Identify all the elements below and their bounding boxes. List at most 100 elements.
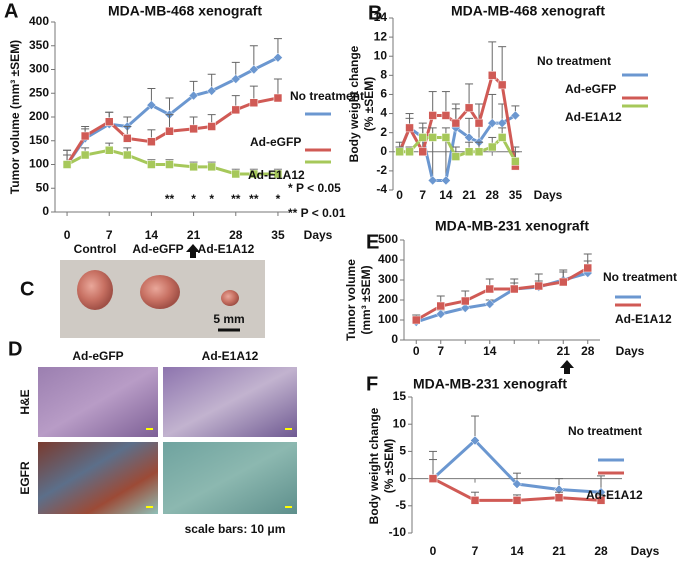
point <box>512 496 522 505</box>
significance-mark: * <box>209 192 214 206</box>
point <box>273 169 283 179</box>
point <box>511 157 520 166</box>
point <box>497 133 507 142</box>
significance-legend: ** P < 0.01 <box>288 206 346 220</box>
x-tick-label: 7 <box>472 544 479 558</box>
significance-legend: * P < 0.05 <box>288 181 341 195</box>
point <box>441 111 451 120</box>
legend-label: Ad-E1A12 <box>615 312 672 326</box>
chart-title: MDA-MB-468 xenograft <box>451 3 605 19</box>
y-tick-label: 300 <box>378 272 398 286</box>
point <box>206 86 217 96</box>
point <box>464 103 474 113</box>
histology-image <box>38 367 158 437</box>
point <box>464 147 474 157</box>
y-tick-label: 10 <box>393 416 407 430</box>
scale-bar <box>285 428 292 430</box>
point <box>231 169 241 179</box>
x-tick-label: 28 <box>594 544 608 558</box>
legend-label: No treatment <box>603 270 677 284</box>
point <box>104 146 114 155</box>
photo-label: Control <box>74 242 117 256</box>
point <box>428 111 437 120</box>
point <box>441 133 451 142</box>
point <box>123 150 132 160</box>
photo-label: Ad-eGFP <box>132 242 183 256</box>
point <box>559 277 568 287</box>
scale-label: scale bars: 10 μm <box>185 522 286 536</box>
y-tick-label: 8 <box>380 68 387 82</box>
y-tick-label: 14 <box>374 10 388 24</box>
significance-mark: ** <box>231 192 241 206</box>
legend-label: Ad-E1A12 <box>565 110 622 124</box>
y-tick-label: 150 <box>29 133 49 147</box>
y-tick-label: 500 <box>378 232 398 246</box>
point <box>512 479 522 489</box>
point <box>395 147 404 157</box>
y-tick-label: 15 <box>393 389 407 403</box>
point <box>510 284 519 294</box>
y-axis-label: Tumor volume <box>344 259 358 341</box>
point <box>451 118 461 128</box>
row-label: EGFR <box>18 461 32 495</box>
point <box>510 110 521 121</box>
y-tick-label: 100 <box>378 312 398 326</box>
x-tick-label: 21 <box>557 344 571 358</box>
point <box>487 71 497 80</box>
x-tick-label: 14 <box>510 544 524 558</box>
panel-letter: C <box>20 278 34 300</box>
point <box>189 124 198 134</box>
y-axis-label: Body weight change <box>347 45 361 162</box>
x-tick-label: 14 <box>439 188 453 202</box>
point <box>231 105 241 115</box>
point <box>147 160 156 169</box>
x-tick-label: 14 <box>145 228 159 242</box>
point <box>405 123 414 133</box>
y-tick-label: 4 <box>380 106 387 120</box>
point <box>487 142 497 152</box>
point <box>470 496 480 505</box>
x-tick-label: 7 <box>437 344 444 358</box>
histology-image <box>38 442 158 514</box>
point <box>451 152 461 161</box>
point <box>441 175 451 186</box>
point <box>62 160 72 169</box>
y-tick-label: 2 <box>380 125 387 139</box>
point <box>534 281 543 291</box>
point <box>249 169 259 179</box>
y-tick-label: 200 <box>29 109 49 123</box>
point <box>485 284 494 294</box>
point <box>470 435 480 446</box>
column-label: Ad-eGFP <box>72 349 123 363</box>
y-tick-label: -2 <box>376 163 387 177</box>
y-tick-label: 400 <box>378 252 398 266</box>
y-tick-label: 0 <box>399 471 406 485</box>
point <box>497 80 507 90</box>
y-tick-label: 300 <box>29 62 49 76</box>
point <box>418 147 428 157</box>
point <box>418 133 428 142</box>
point <box>188 90 199 101</box>
y-tick-label: 0 <box>391 332 398 346</box>
x-tick-label: 14 <box>483 344 497 358</box>
x-tick-label: 0 <box>396 188 403 202</box>
x-axis-label: Days <box>304 228 333 242</box>
point <box>487 118 498 128</box>
scale-label: 5 mm <box>213 312 244 326</box>
point <box>165 127 174 136</box>
tumor <box>77 270 113 310</box>
point <box>460 303 471 313</box>
tumor <box>221 290 239 306</box>
point <box>80 131 90 141</box>
histology-image <box>163 442 297 514</box>
chart-title: MDA-MB-231 xenograft <box>413 376 567 392</box>
x-tick-label: 35 <box>271 228 285 242</box>
y-axis-label: (% ±SEM) <box>382 439 396 494</box>
y-axis-label: (% ±SEM) <box>362 77 376 132</box>
legend-label: No treatment <box>568 424 642 438</box>
point <box>583 263 592 273</box>
x-tick-label: 0 <box>430 544 437 558</box>
significance-mark: * <box>276 192 281 206</box>
y-tick-label: 12 <box>374 29 388 43</box>
panel-letter: A <box>4 0 18 22</box>
